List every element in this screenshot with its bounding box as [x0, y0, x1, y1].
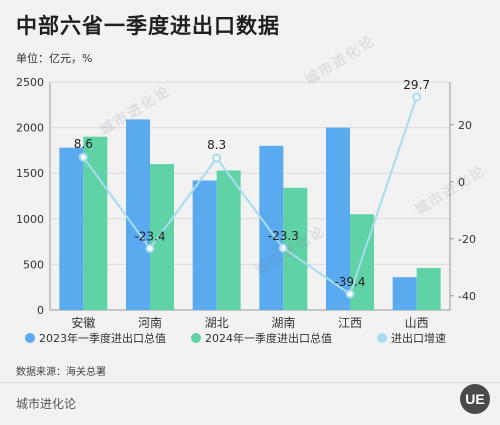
left-tick-label: 1500	[16, 167, 44, 180]
growth-data-label: 8.6	[74, 137, 93, 151]
x-tick-label: 河南	[138, 315, 162, 330]
growth-data-label: -23.3	[268, 229, 299, 243]
x-tick-label: 湖南	[271, 315, 295, 330]
bar	[126, 119, 150, 310]
bar	[192, 180, 217, 310]
brand-name: 城市进化论	[16, 397, 77, 411]
growth-point	[412, 92, 422, 102]
left-tick-label: 1000	[16, 213, 44, 226]
growth-line	[82, 96, 418, 296]
right-tick-label: 0	[458, 176, 465, 189]
growth-data-label: -23.4	[134, 229, 165, 243]
growth-point	[78, 152, 88, 162]
growth-point	[145, 243, 155, 253]
left-tick-label: 2000	[16, 122, 44, 135]
legend-marker	[377, 333, 387, 343]
right-tick-label: -20	[458, 233, 476, 246]
legend-label: 2024年一季度进出口总值	[205, 331, 332, 345]
x-tick-label: 安徽	[71, 315, 95, 330]
growth-point	[278, 243, 288, 253]
x-tick-label: 山西	[405, 316, 429, 330]
left-tick-label: 500	[23, 258, 44, 271]
left-tick-label: 0	[37, 304, 44, 317]
data-source: 数据来源：海关总署	[16, 367, 106, 378]
bar	[392, 277, 417, 310]
legend-label: 2023年一季度进出口总值	[39, 331, 166, 345]
bar	[59, 147, 84, 310]
bar	[259, 145, 284, 310]
divider	[0, 382, 500, 383]
growth-data-label: 29.7	[403, 78, 430, 92]
brand-logo: UE	[460, 384, 490, 414]
bar	[216, 170, 241, 310]
bar	[150, 164, 174, 310]
growth-point	[212, 153, 222, 163]
legend-marker	[25, 333, 35, 343]
legend-marker	[191, 333, 201, 343]
right-tick-label: -40	[458, 290, 476, 303]
left-tick-label: 2500	[16, 76, 44, 89]
x-tick-label: 江西	[338, 316, 362, 330]
bar	[83, 136, 108, 310]
right-tick-label: 20	[458, 119, 472, 132]
bar	[416, 268, 441, 310]
growth-data-label: 8.3	[207, 138, 226, 152]
legend-label: 进出口增速	[391, 331, 446, 345]
growth-data-label: -39.4	[334, 275, 365, 289]
chart: 0 500 1000 1500 2000 2500 20 0 -20 -40 8.6 -23.4 8…	[16, 76, 476, 345]
growth-point	[345, 289, 355, 299]
unit-label: 单位：亿元，%	[16, 52, 93, 65]
page-title: 中部六省一季度进出口数据	[16, 14, 280, 38]
x-tick-label: 湖北	[205, 315, 229, 330]
